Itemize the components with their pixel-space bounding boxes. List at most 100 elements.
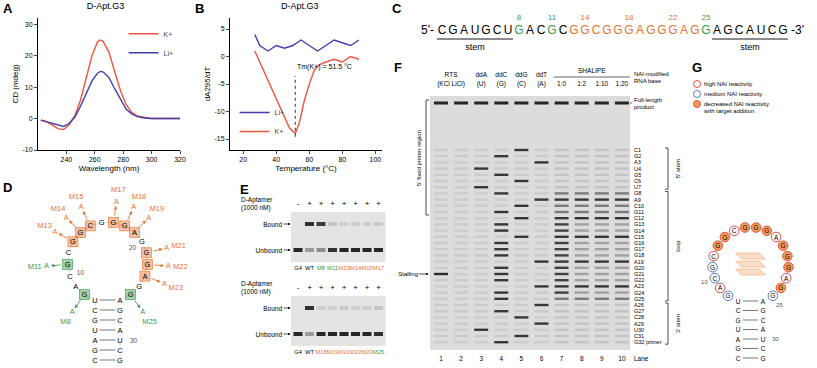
svg-text:C: C — [438, 23, 447, 37]
svg-text:G: G — [723, 23, 732, 37]
svg-text:320: 320 — [174, 156, 186, 163]
svg-text:A9: A9 — [634, 197, 641, 203]
svg-text:ddT: ddT — [536, 71, 547, 78]
svg-text:G: G — [613, 23, 622, 37]
svg-text:5' fixed primer region: 5' fixed primer region — [416, 130, 422, 186]
svg-text:G: G — [624, 23, 633, 37]
svg-text:A: A — [64, 213, 69, 222]
svg-text:G27: G27 — [634, 308, 644, 314]
svg-text:G: G — [735, 317, 740, 324]
svg-text:(A): (A) — [537, 80, 546, 88]
svg-text:C: C — [537, 23, 546, 37]
svg-text:NAI-modified: NAI-modified — [634, 71, 669, 77]
svg-text:300: 300 — [146, 156, 158, 163]
svg-text:G: G — [781, 242, 786, 249]
svg-text:A26: A26 — [634, 302, 644, 308]
svg-text:M21: M21 — [338, 349, 349, 355]
svg-text:G13: G13 — [634, 221, 644, 227]
svg-text:1: 1 — [439, 355, 443, 362]
svg-text:SHALIPE: SHALIPE — [578, 67, 606, 74]
svg-text:A: A — [636, 23, 644, 37]
svg-text:-3': -3' — [791, 23, 804, 37]
svg-text:C: C — [559, 23, 568, 37]
svg-text:D-Apt.G3: D-Apt.G3 — [281, 1, 319, 11]
svg-text:stem: stem — [740, 42, 760, 52]
svg-text:D-Apt.G3: D-Apt.G3 — [87, 1, 125, 11]
svg-text:C: C — [392, 1, 402, 16]
svg-text:A: A — [784, 275, 789, 282]
svg-text:+: + — [365, 199, 370, 208]
svg-text:K+: K+ — [275, 128, 284, 135]
svg-text:G: G — [778, 23, 787, 37]
svg-text:G5: G5 — [634, 172, 641, 178]
svg-text:G: G — [646, 23, 655, 37]
svg-text:G24: G24 — [634, 290, 644, 296]
svg-text:M23: M23 — [168, 283, 183, 292]
svg-text:A: A — [718, 284, 723, 291]
svg-text:G: G — [139, 237, 145, 246]
svg-text:1:0: 1:0 — [557, 80, 566, 87]
svg-text:G: G — [710, 264, 715, 271]
svg-text:WT: WT — [305, 265, 314, 271]
svg-text:G: G — [70, 237, 76, 246]
svg-text:D-Aptamer: D-Aptamer — [241, 280, 273, 288]
svg-text:G21: G21 — [634, 271, 644, 277]
svg-text:Bound: Bound — [263, 305, 282, 312]
svg-text:10: 10 — [701, 279, 708, 285]
svg-text:8: 8 — [580, 355, 584, 362]
svg-text:G: G — [136, 282, 142, 291]
svg-text:A: A — [774, 234, 779, 241]
svg-text:20: 20 — [239, 156, 247, 163]
svg-text:C28: C28 — [634, 314, 644, 320]
svg-text:(1000 nM): (1000 nM) — [241, 204, 271, 212]
svg-text:A: A — [162, 279, 167, 288]
svg-text:G: G — [692, 60, 702, 75]
svg-text:decreased NAI reactivity: decreased NAI reactivity — [704, 101, 769, 107]
svg-text:Bound: Bound — [263, 221, 282, 228]
svg-text:30: 30 — [130, 337, 138, 344]
svg-text:C: C — [117, 316, 123, 325]
svg-text:M8: M8 — [60, 317, 70, 326]
svg-text:G: G — [92, 316, 98, 325]
svg-text:M18: M18 — [315, 349, 326, 355]
svg-text:M17: M17 — [373, 265, 384, 271]
svg-text:G17: G17 — [634, 246, 644, 252]
svg-text:+: + — [307, 199, 312, 208]
svg-text:M22: M22 — [350, 349, 361, 355]
svg-text:G: G — [514, 23, 523, 37]
svg-text:20: 20 — [25, 52, 33, 59]
svg-text:Temperature (°C): Temperature (°C) — [275, 164, 337, 173]
svg-text:(1000 nM): (1000 nM) — [241, 288, 271, 296]
svg-text:Unbound: Unbound — [256, 247, 283, 254]
svg-text:C31: C31 — [634, 333, 644, 339]
svg-text:C: C — [92, 306, 98, 315]
svg-text:G: G — [778, 284, 783, 291]
svg-text:G: G — [726, 292, 731, 299]
svg-text:C10: C10 — [634, 203, 644, 209]
svg-text:ddG: ddG — [515, 71, 527, 78]
svg-text:Tm(K+) = 51.5 °C: Tm(K+) = 51.5 °C — [297, 63, 352, 71]
svg-text:G: G — [760, 355, 765, 362]
svg-text:M11: M11 — [28, 262, 42, 271]
svg-text:7: 7 — [560, 355, 564, 362]
svg-text:+: + — [330, 283, 335, 292]
svg-text:11: 11 — [548, 13, 557, 22]
svg-text:G20: G20 — [634, 265, 644, 271]
svg-text:U4: U4 — [634, 166, 641, 172]
svg-text:G: G — [128, 290, 134, 299]
svg-text:G: G — [547, 23, 556, 37]
svg-text:Wavelength (nm): Wavelength (nm) — [79, 164, 140, 173]
svg-text:A: A — [680, 23, 688, 37]
svg-text:G: G — [764, 227, 769, 234]
svg-text:G: G — [81, 290, 87, 299]
svg-text:M19: M19 — [150, 204, 165, 213]
svg-text:M15: M15 — [69, 192, 84, 201]
svg-text:M13: M13 — [338, 265, 349, 271]
svg-text:G: G — [144, 260, 150, 269]
svg-text:20: 20 — [129, 244, 137, 251]
svg-text:+: + — [307, 283, 312, 292]
svg-text:40: 40 — [272, 156, 280, 163]
svg-text:M15: M15 — [361, 265, 372, 271]
svg-text:G: G — [602, 23, 611, 37]
svg-text:M8: M8 — [317, 265, 325, 271]
